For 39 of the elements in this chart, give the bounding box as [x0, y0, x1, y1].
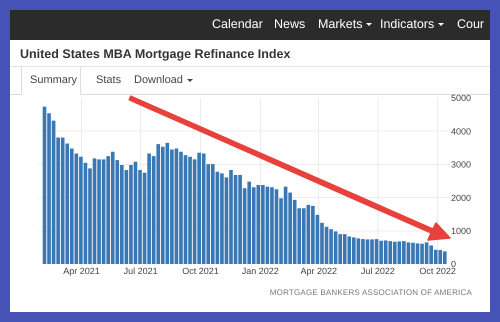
bar: [110, 152, 115, 264]
x-tick-label: Oct 2021: [182, 266, 219, 276]
bar: [392, 242, 397, 264]
text: Markets: [318, 17, 364, 31]
bar: [442, 251, 447, 264]
y-tick-label: 4000: [451, 126, 472, 136]
x-tick-label: Apr 2021: [63, 266, 100, 276]
bar: [438, 250, 442, 264]
bar: [388, 241, 392, 264]
x-tick-label: Jul 2022: [360, 266, 395, 276]
bar: [247, 182, 252, 264]
text: Calendar: [212, 17, 263, 31]
text: News: [274, 17, 306, 31]
text: Cour: [457, 17, 484, 31]
x-tick-label: Jan 2022: [242, 266, 279, 276]
bar: [202, 153, 206, 264]
bar: [60, 138, 65, 264]
bar: [210, 164, 215, 264]
y-tick-label: 3000: [451, 160, 472, 170]
text: Download: [134, 74, 184, 86]
text: Summary: [30, 74, 78, 86]
bar: [397, 241, 402, 264]
y-tick-label: 2000: [451, 192, 472, 203]
y-tick-label: 5000: [451, 93, 472, 104]
bar: [347, 236, 352, 264]
x-tick-label: Jul 2021: [124, 266, 158, 276]
x-tick-label: Apr 2022: [300, 266, 337, 276]
bar: [342, 234, 347, 264]
chart-title: United States MBA Mortgage Refinance Index: [20, 47, 290, 61]
y-tick-label: 1000: [451, 226, 472, 236]
bar: [256, 184, 260, 264]
x-tick-label: Oct 2022: [419, 266, 456, 276]
text: MORTGAGE BANKERS ASSOCIATION OF AMERICA: [270, 288, 472, 297]
bar: [434, 250, 438, 264]
bar: [302, 208, 306, 264]
text: Stats: [96, 74, 122, 86]
text: Indicators: [380, 17, 436, 31]
bar: [160, 146, 165, 264]
bar: [156, 144, 160, 264]
